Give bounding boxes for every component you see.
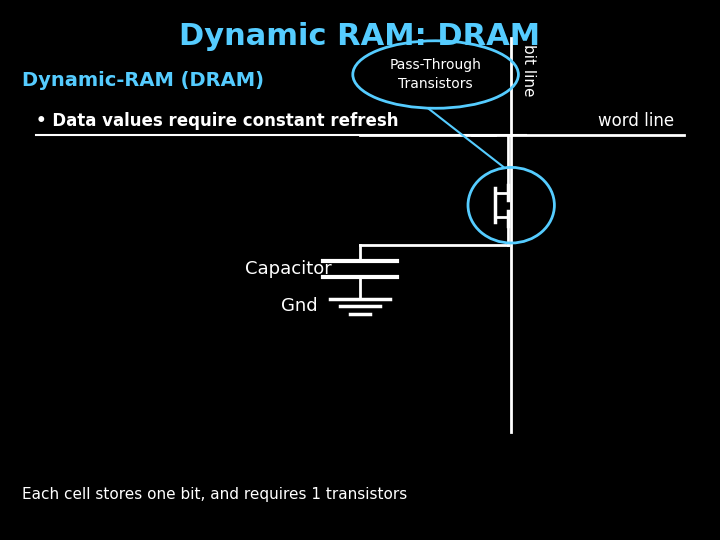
Text: Dynamic RAM: DRAM: Dynamic RAM: DRAM: [179, 22, 541, 51]
Text: word line: word line: [598, 112, 674, 131]
Text: • Data values require constant refresh: • Data values require constant refresh: [36, 112, 398, 131]
Text: Each cell stores one bit, and requires 1 transistors: Each cell stores one bit, and requires 1…: [22, 487, 407, 502]
Text: Dynamic-RAM (DRAM): Dynamic-RAM (DRAM): [22, 71, 264, 91]
Text: Gnd: Gnd: [281, 297, 318, 315]
Text: Pass-Through
Transistors: Pass-Through Transistors: [390, 58, 482, 91]
Text: Capacitor: Capacitor: [245, 260, 331, 278]
Text: bit line: bit line: [521, 44, 536, 97]
